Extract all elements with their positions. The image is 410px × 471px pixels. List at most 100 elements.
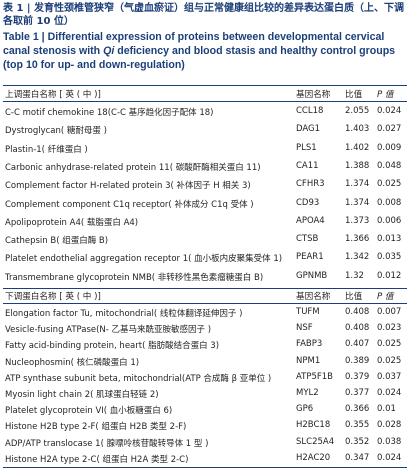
gene-name-cell: GPNMB xyxy=(296,270,328,281)
protein-name-cell: Histone H2B type 2-F( 组蛋白 H2B 类型 2-F) xyxy=(5,422,187,433)
protein-name-cell: Elongation factor Tu, mitochondrial( 线粒体… xyxy=(5,309,243,319)
p-value-cell: 0.025 xyxy=(377,179,402,190)
p-value-cell: 0.048 xyxy=(377,160,402,171)
gene-name-cell: PEAR1 xyxy=(296,252,324,263)
down-header-ratio: 比值 xyxy=(345,292,363,302)
up-header-p-text: P 值 xyxy=(377,90,394,100)
p-value-cell: 0.037 xyxy=(377,371,402,382)
caption-english-suffix: deficiency and blood stasis and healthy … xyxy=(3,45,396,71)
gene-name-cell: H2BC18 xyxy=(296,420,331,431)
caption-english: Table 1 | Differential expression of pro… xyxy=(3,30,407,72)
table-bottom-rule xyxy=(3,467,407,469)
table-row: Vesicle-fusing ATPase(N- 乙基马来酰亚胺敏感因子 ) NS… xyxy=(0,321,410,336)
down-header-name: 下调蛋白名称 [ 英 ( 中 )] xyxy=(5,292,101,302)
up-header-p: P 值 xyxy=(377,88,394,100)
up-header-gene: 基因名称 xyxy=(296,90,331,100)
table-row: Platelet endothelial aggregation recepto… xyxy=(0,250,410,265)
down-header-rule xyxy=(3,303,407,304)
gene-name-cell: SLC25A4 xyxy=(296,436,335,447)
table-row: Elongation factor Tu, mitochondrial( 线粒体… xyxy=(0,305,410,320)
gene-name-cell: GP6 xyxy=(296,404,314,415)
protein-name-cell: Plastin-1( 纤维蛋白 ) xyxy=(5,144,88,155)
section-divider-rule xyxy=(3,288,407,289)
table-row: Complement factor H-related protein 3( 补… xyxy=(0,177,410,192)
ratio-cell: 0.408 xyxy=(345,307,370,317)
ratio-cell: 0.347 xyxy=(345,452,370,463)
down-header-gene: 基因名称 xyxy=(296,292,331,302)
gene-name-cell: TUFM xyxy=(296,307,320,317)
protein-name-cell: ADP/ATP translocase 1( 腺嘌呤核苷酸转导体 1 型 ) xyxy=(5,438,209,449)
p-value-cell: 0.01 xyxy=(377,404,396,415)
protein-name-cell: Transmembrane glycoprotein NMB( 非转移性黑色素瘤… xyxy=(5,272,264,283)
ratio-cell: 1.402 xyxy=(345,142,370,153)
ratio-cell: 0.366 xyxy=(345,404,370,415)
p-value-cell: 0.024 xyxy=(377,106,402,116)
protein-name-cell: Platelet glycoprotein VI( 血小板糖蛋白 6) xyxy=(5,406,173,417)
table-row: Myosin light chain 2( 肌球蛋白轻链 2) MYL2 0.377… xyxy=(0,386,410,401)
table-row: Transmembrane glycoprotein NMB( 非转移性黑色素瘤… xyxy=(0,269,410,284)
gene-name-cell: PLS1 xyxy=(296,142,317,153)
ratio-cell: 1.342 xyxy=(345,252,370,263)
gene-name-cell: MYL2 xyxy=(296,388,319,398)
ratio-cell: 0.379 xyxy=(345,371,370,382)
table-row: Histone H2B type 2-F( 组蛋白 H2B 类型 2-F) H2B… xyxy=(0,418,410,433)
table-row: Complement component C1q receptor( 补体成分 … xyxy=(0,196,410,211)
protein-name-cell: Complement factor H-related protein 3( 补… xyxy=(5,181,251,192)
gene-name-cell: CCL18 xyxy=(296,106,324,116)
ratio-cell: 0.377 xyxy=(345,388,370,398)
table-row: Fatty acid-binding protein, heart( 脂肪酸结合… xyxy=(0,337,410,352)
p-value-cell: 0.008 xyxy=(377,197,402,208)
down-header-p: P 值 xyxy=(377,290,394,302)
ratio-cell: 1.374 xyxy=(345,179,370,190)
caption-english-prefix: Table 1 | Differential expression of pro… xyxy=(3,31,385,57)
protein-name-cell: Carbonic anhydrase-related protein 11( 碳… xyxy=(5,162,261,173)
ratio-cell: 1.403 xyxy=(345,124,370,135)
table-row: Apolipoprotein A4( 载脂蛋白 A4) APOA4 1.373 0.0… xyxy=(0,214,410,229)
ratio-cell: 1.374 xyxy=(345,197,370,208)
gene-name-cell: NPM1 xyxy=(296,355,321,366)
gene-name-cell: NSF xyxy=(296,323,313,334)
p-value-cell: 0.038 xyxy=(377,436,402,447)
protein-name-cell: ATP synthase subunit beta, mitochondrial… xyxy=(5,373,272,384)
protein-name-cell: Apolipoprotein A4( 载脂蛋白 A4) xyxy=(5,217,139,228)
protein-name-cell: Vesicle-fusing ATPase(N- 乙基马来酰亚胺敏感因子 ) xyxy=(5,325,212,336)
table-row: Histone H2A type 2-C( 组蛋白 H2A 类型 2-C) H2A… xyxy=(0,451,410,466)
ratio-cell: 0.355 xyxy=(345,420,370,431)
protein-name-cell: Nucleophosmin( 核仁磷酸蛋白 1) xyxy=(5,357,140,368)
p-value-cell: 0.028 xyxy=(377,420,402,431)
up-header-rule xyxy=(3,101,407,102)
protein-name-cell: Histone H2A type 2-C( 组蛋白 H2A 类型 2-C) xyxy=(5,454,189,465)
gene-name-cell: H2AC20 xyxy=(296,452,331,463)
table-row: ADP/ATP translocase 1( 腺嘌呤核苷酸转导体 1 型 ) SL… xyxy=(0,435,410,450)
gene-name-cell: CA11 xyxy=(296,160,319,171)
ratio-cell: 1.366 xyxy=(345,234,370,245)
p-value-cell: 0.007 xyxy=(377,307,402,317)
up-header-name: 上调蛋白名称 [ 英 ( 中 )] xyxy=(5,90,101,100)
table-row: Plastin-1( 纤维蛋白 ) PLS1 1.402 0.009 xyxy=(0,141,410,156)
gene-name-cell: CD93 xyxy=(296,197,320,208)
caption-english-italic: Qi xyxy=(103,45,115,57)
protein-name-cell: Cathepsin B( 组蛋白酶 B) xyxy=(5,236,109,247)
protein-name-cell: Fatty acid-binding protein, heart( 脂肪酸结合… xyxy=(5,341,220,352)
p-value-cell: 0.024 xyxy=(377,388,402,398)
gene-name-cell: FABP3 xyxy=(296,339,323,350)
gene-name-cell: CFHR3 xyxy=(296,179,325,190)
ratio-cell: 0.407 xyxy=(345,339,370,350)
table-row: Nucleophosmin( 核仁磷酸蛋白 1) NPM1 0.389 0.025 xyxy=(0,354,410,369)
ratio-cell: 0.352 xyxy=(345,436,370,447)
gene-name-cell: CTSB xyxy=(296,234,319,245)
gene-name-cell: APOA4 xyxy=(296,215,325,226)
table-row: Carbonic anhydrase-related protein 11( 碳… xyxy=(0,159,410,174)
p-value-cell: 0.024 xyxy=(377,452,402,463)
p-value-cell: 0.025 xyxy=(377,339,402,350)
up-header-ratio: 比值 xyxy=(345,90,363,100)
ratio-cell: 2.055 xyxy=(345,106,370,116)
ratio-cell: 1.388 xyxy=(345,160,370,171)
table-row: C-C motif chemokine 18(C-C 基序趋化因子配体 18) C… xyxy=(0,104,410,119)
p-value-cell: 0.012 xyxy=(377,270,402,281)
protein-name-cell: Myosin light chain 2( 肌球蛋白轻链 2) xyxy=(5,390,159,400)
caption-chinese: 表 1 | 发育性颈椎管狭窄（气虚血瘀证）组与正常健康组比较的差异表达蛋白质（上… xyxy=(3,3,405,27)
table-row: Cathepsin B( 组蛋白酶 B) CTSB 1.366 0.013 xyxy=(0,232,410,247)
p-value-cell: 0.006 xyxy=(377,215,402,226)
